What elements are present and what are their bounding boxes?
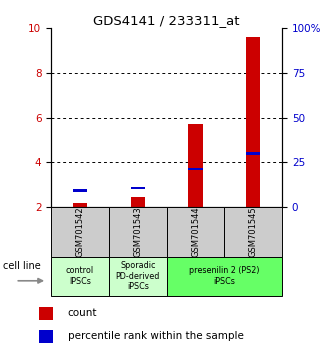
Bar bbox=[224, 207, 282, 257]
Bar bbox=[167, 207, 224, 257]
Bar bbox=[246, 37, 260, 207]
Bar bbox=[188, 168, 203, 170]
Bar bbox=[39, 307, 53, 320]
Text: Sporadic
PD-derived
iPSCs: Sporadic PD-derived iPSCs bbox=[115, 261, 160, 291]
Text: GSM701545: GSM701545 bbox=[249, 206, 258, 257]
Text: count: count bbox=[68, 308, 97, 318]
Bar bbox=[73, 202, 87, 207]
Bar bbox=[188, 124, 203, 207]
Text: percentile rank within the sample: percentile rank within the sample bbox=[68, 331, 244, 341]
Bar bbox=[131, 187, 145, 189]
Text: GSM701544: GSM701544 bbox=[191, 206, 200, 257]
Bar bbox=[51, 257, 109, 296]
Bar bbox=[51, 207, 109, 257]
Bar bbox=[39, 330, 53, 343]
Text: cell line: cell line bbox=[3, 261, 40, 272]
Bar bbox=[109, 257, 167, 296]
Bar bbox=[131, 197, 145, 207]
Bar bbox=[109, 207, 167, 257]
Bar bbox=[246, 152, 260, 155]
Bar bbox=[73, 189, 87, 192]
Text: GSM701542: GSM701542 bbox=[76, 206, 84, 257]
Text: presenilin 2 (PS2)
iPSCs: presenilin 2 (PS2) iPSCs bbox=[189, 267, 260, 286]
Text: GSM701543: GSM701543 bbox=[133, 206, 142, 257]
Title: GDS4141 / 233311_at: GDS4141 / 233311_at bbox=[93, 14, 240, 27]
Bar bbox=[167, 257, 282, 296]
Text: control
IPSCs: control IPSCs bbox=[66, 267, 94, 286]
